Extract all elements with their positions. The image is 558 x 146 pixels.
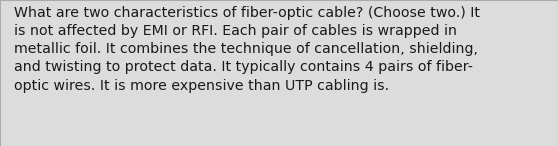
Text: What are two characteristics of fiber-optic cable? (Choose two.) It
is not affec: What are two characteristics of fiber-op…	[14, 6, 480, 93]
